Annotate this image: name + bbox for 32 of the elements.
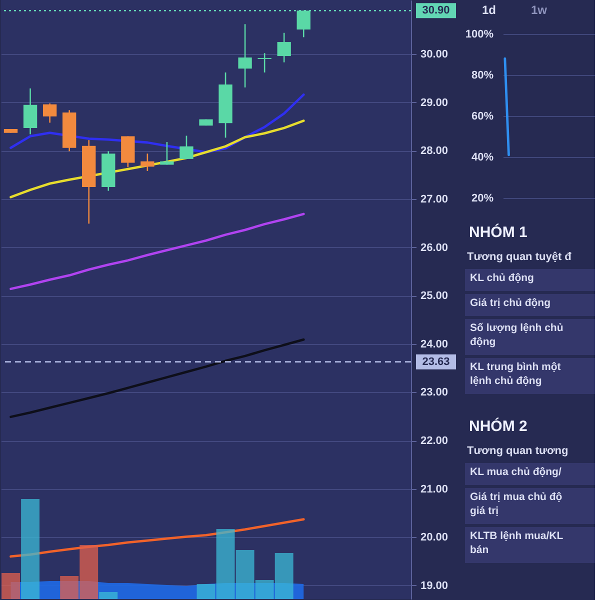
ref-line-label: 23.63	[422, 356, 450, 368]
text: 1w	[530, 3, 548, 17]
text: NHÓM 1	[469, 223, 528, 241]
y-tick-label: 80%	[471, 70, 494, 82]
text: Tương quan tuyệt đ	[467, 251, 572, 263]
y-tick-label: 60%	[471, 110, 494, 122]
text: Tương quan tương	[467, 445, 568, 457]
text: Số lượng lệnh chủ động	[470, 322, 564, 348]
text: KL chủ động	[470, 272, 534, 284]
y-tick-label: 20.00	[420, 532, 448, 544]
text: KL mua chủ động/	[470, 466, 562, 478]
ref-line-label: 30.90	[422, 4, 450, 17]
y-tick-label: 24.00	[420, 338, 448, 350]
y-tick-label: 23.00	[420, 386, 448, 399]
y-tick-label: 28.00	[420, 145, 448, 158]
y-tick-label: 40%	[471, 152, 494, 164]
y-tick-label: 20%	[471, 192, 494, 204]
text: Giá trị chủ động	[470, 297, 550, 309]
y-tick-label: 19.00	[420, 580, 448, 592]
y-tick-label: 25.00	[420, 290, 448, 302]
y-tick-label: 30.00	[420, 48, 448, 61]
y-tick-label: 22.00	[420, 435, 448, 448]
y-tick-label: 27.00	[420, 194, 448, 206]
y-tick-label: 21.00	[420, 483, 448, 496]
y-tick-label: 26.00	[420, 242, 448, 254]
text: Giá trị mua chủ độ giá trị	[470, 491, 562, 517]
text: 1d	[482, 3, 496, 17]
text: NHÓM 2	[469, 417, 528, 435]
text: KL trung bình một lệnh chủ động	[470, 361, 562, 387]
y-tick-label: 100%	[465, 28, 494, 40]
y-tick-label: 29.00	[420, 96, 448, 109]
text: KLTB lệnh mua/KL bán	[470, 530, 564, 556]
